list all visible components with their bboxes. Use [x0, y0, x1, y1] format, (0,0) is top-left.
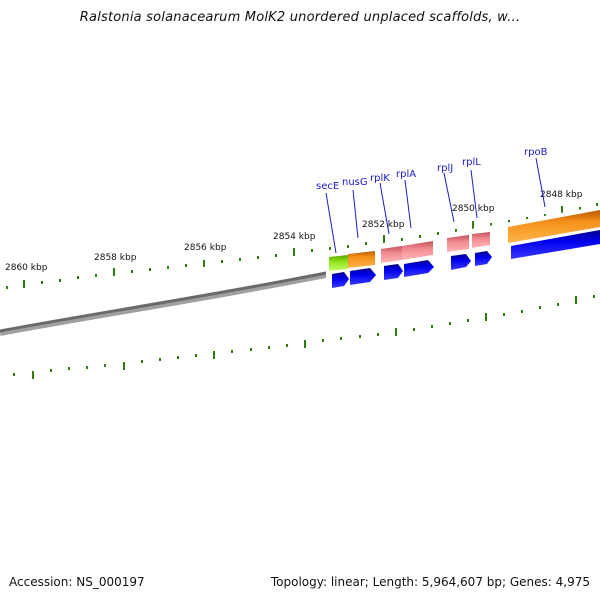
rplA-leader — [404, 179, 412, 229]
gene-label-secE[interactable]: secE — [316, 181, 339, 192]
rpoB-leader — [535, 157, 546, 208]
rplK-gene[interactable] — [381, 246, 402, 263]
nusG-gene[interactable] — [348, 251, 375, 268]
secE-cds[interactable] — [332, 272, 349, 288]
inner-tick-track — [13, 295, 595, 379]
gene-label-rplA[interactable]: rplA — [396, 169, 416, 180]
scale-label: 2852 kbp — [362, 220, 405, 230]
genome-summary-text: Topology: linear; Length: 5,964,607 bp; … — [270, 575, 590, 589]
rplL-cds[interactable] — [475, 251, 492, 266]
rplJ-cds[interactable] — [451, 254, 471, 270]
gene-label-rplL[interactable]: rplL — [462, 157, 481, 168]
accession-text: Accession: NS_000197 — [9, 575, 145, 589]
rplK-leader — [379, 182, 390, 235]
rplJ-leader — [443, 172, 455, 223]
rplL-gene[interactable] — [472, 232, 490, 248]
rplJ-gene[interactable] — [447, 235, 469, 252]
scale-label: 2858 kbp — [94, 253, 137, 263]
secE-gene[interactable] — [329, 255, 348, 271]
gene-label-rplJ[interactable]: rplJ — [437, 163, 453, 174]
gene-label-rpoB[interactable]: rpoB — [524, 147, 548, 158]
scale-label: 2860 kbp — [5, 263, 48, 273]
gene-track — [329, 210, 600, 271]
scale-label: 2856 kbp — [184, 243, 227, 253]
scale-label: 2854 kbp — [273, 232, 316, 242]
gene-label-rplK[interactable]: rplK — [370, 173, 390, 184]
rplL-leader — [470, 169, 478, 219]
cds-track — [332, 230, 600, 288]
rplK-cds[interactable] — [384, 264, 403, 280]
nusG-leader — [352, 189, 359, 239]
scale-label: 2850 kbp — [452, 204, 495, 214]
gene-label-nusG[interactable]: nusG — [342, 177, 368, 188]
rplA-cds[interactable] — [404, 260, 434, 277]
map-title: Ralstonia solanacearum MolK2 unordered u… — [79, 10, 521, 25]
rplA-gene[interactable] — [402, 241, 433, 260]
nusG-cds[interactable] — [350, 268, 376, 285]
rpoB-gene[interactable] — [508, 210, 600, 243]
scale-label: 2848 kbp — [540, 190, 583, 200]
rpoB-cds[interactable] — [511, 230, 600, 259]
secE-leader — [325, 192, 337, 254]
outer-tick-track — [6, 203, 598, 289]
